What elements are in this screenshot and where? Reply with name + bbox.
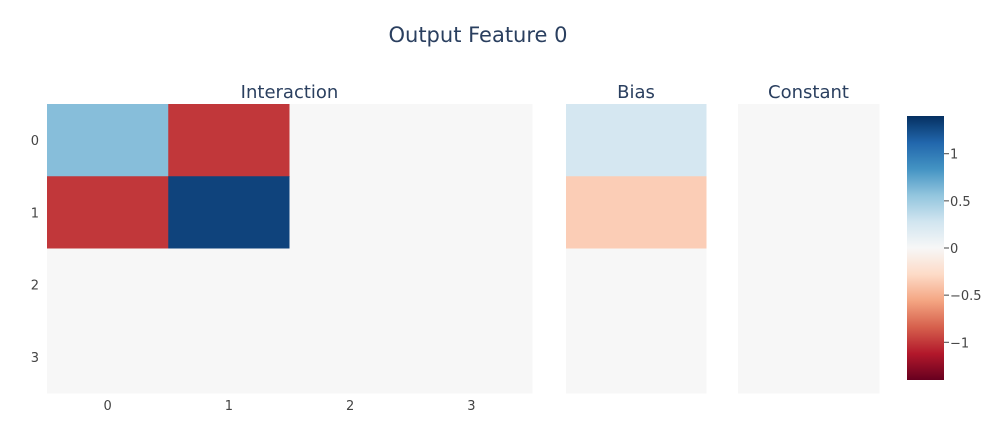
heatmap-cell (289, 176, 412, 249)
heatmap-cell (47, 248, 169, 322)
colorbar: 1 0.5 0 −0.5 −1 (907, 116, 982, 380)
heatmap-cell (566, 176, 707, 249)
y-tick-label: 1 (31, 206, 39, 221)
panel-title: Constant (768, 82, 849, 103)
heatmap-cell (738, 176, 880, 249)
heatmap-cell (168, 320, 290, 394)
panel-interaction: Interaction 0 1 2 3 0 1 2 3 (31, 82, 533, 414)
colorbar-tick-label: 0.5 (950, 195, 971, 210)
x-tick-label: 0 (103, 399, 111, 414)
heatmap-cell (566, 104, 707, 177)
panel-title: Bias (617, 82, 655, 103)
heatmap-cell (410, 176, 533, 249)
panel-bias: Bias (566, 82, 707, 394)
chart-title: Output Feature 0 (388, 23, 567, 47)
heatmap-cell (47, 320, 169, 394)
colorbar-gradient (907, 116, 944, 380)
heatmap-cell (566, 248, 707, 322)
heatmap-cell (47, 176, 169, 249)
x-tick-label: 3 (467, 399, 475, 414)
colorbar-tick-label: 1 (950, 148, 958, 163)
heatmap-cell (289, 320, 412, 394)
heatmap-cell (168, 104, 290, 177)
x-tick-label: 1 (225, 399, 233, 414)
colorbar-tick-label: 0 (950, 242, 958, 257)
heatmap-cell (168, 176, 290, 249)
heatmap-cell (289, 248, 412, 322)
heatmap-cell (738, 104, 880, 177)
y-tick-label: 3 (31, 351, 39, 366)
y-tick-label: 2 (31, 279, 39, 294)
heatmap-cell (410, 248, 533, 322)
heatmap-cell (410, 320, 533, 394)
panels-layer: Interaction 0 1 2 3 0 1 2 3 Bias Constant (31, 82, 880, 414)
heatmap-cell (289, 104, 412, 177)
x-tick-label: 2 (346, 399, 354, 414)
panel-constant: Constant (738, 82, 880, 394)
colorbar-tick-label: −0.5 (950, 289, 982, 304)
heatmap-cell (738, 248, 880, 322)
heatmap-cell (47, 104, 169, 177)
panel-title: Interaction (241, 82, 339, 103)
heatmap-cell (410, 104, 533, 177)
colorbar-tick-label: −1 (950, 336, 969, 351)
y-tick-label: 0 (31, 134, 39, 149)
heatmap-cell (738, 320, 880, 394)
heatmap-cell (566, 320, 707, 394)
heatmap-cell (168, 248, 290, 322)
